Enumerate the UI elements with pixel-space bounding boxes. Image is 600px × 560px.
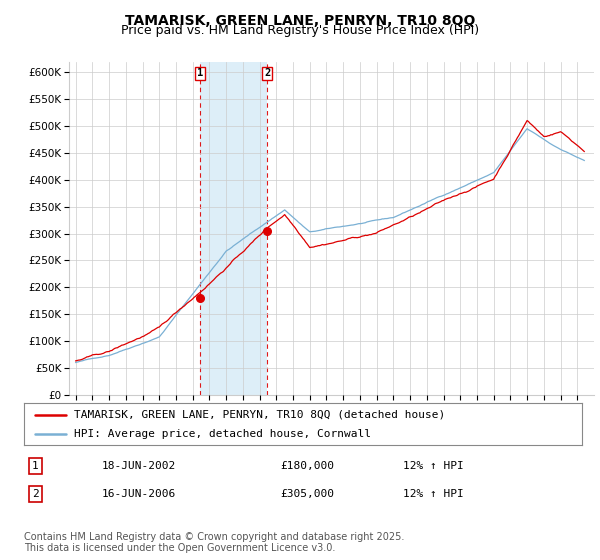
Text: TAMARISK, GREEN LANE, PENRYN, TR10 8QQ: TAMARISK, GREEN LANE, PENRYN, TR10 8QQ bbox=[125, 14, 475, 28]
Text: 12% ↑ HPI: 12% ↑ HPI bbox=[403, 461, 464, 472]
Text: 2: 2 bbox=[32, 489, 38, 500]
Text: TAMARISK, GREEN LANE, PENRYN, TR10 8QQ (detached house): TAMARISK, GREEN LANE, PENRYN, TR10 8QQ (… bbox=[74, 409, 445, 419]
Text: 12% ↑ HPI: 12% ↑ HPI bbox=[403, 489, 464, 500]
Text: 16-JUN-2006: 16-JUN-2006 bbox=[102, 489, 176, 500]
Text: £180,000: £180,000 bbox=[281, 461, 335, 472]
Text: Price paid vs. HM Land Registry's House Price Index (HPI): Price paid vs. HM Land Registry's House … bbox=[121, 24, 479, 36]
Text: 2: 2 bbox=[264, 68, 271, 78]
Text: 18-JUN-2002: 18-JUN-2002 bbox=[102, 461, 176, 472]
Text: HPI: Average price, detached house, Cornwall: HPI: Average price, detached house, Corn… bbox=[74, 429, 371, 439]
Text: Contains HM Land Registry data © Crown copyright and database right 2025.
This d: Contains HM Land Registry data © Crown c… bbox=[24, 531, 404, 553]
Text: 1: 1 bbox=[32, 461, 38, 472]
Text: £305,000: £305,000 bbox=[281, 489, 335, 500]
Bar bbox=[200, 62, 267, 395]
Text: 1: 1 bbox=[197, 68, 203, 78]
